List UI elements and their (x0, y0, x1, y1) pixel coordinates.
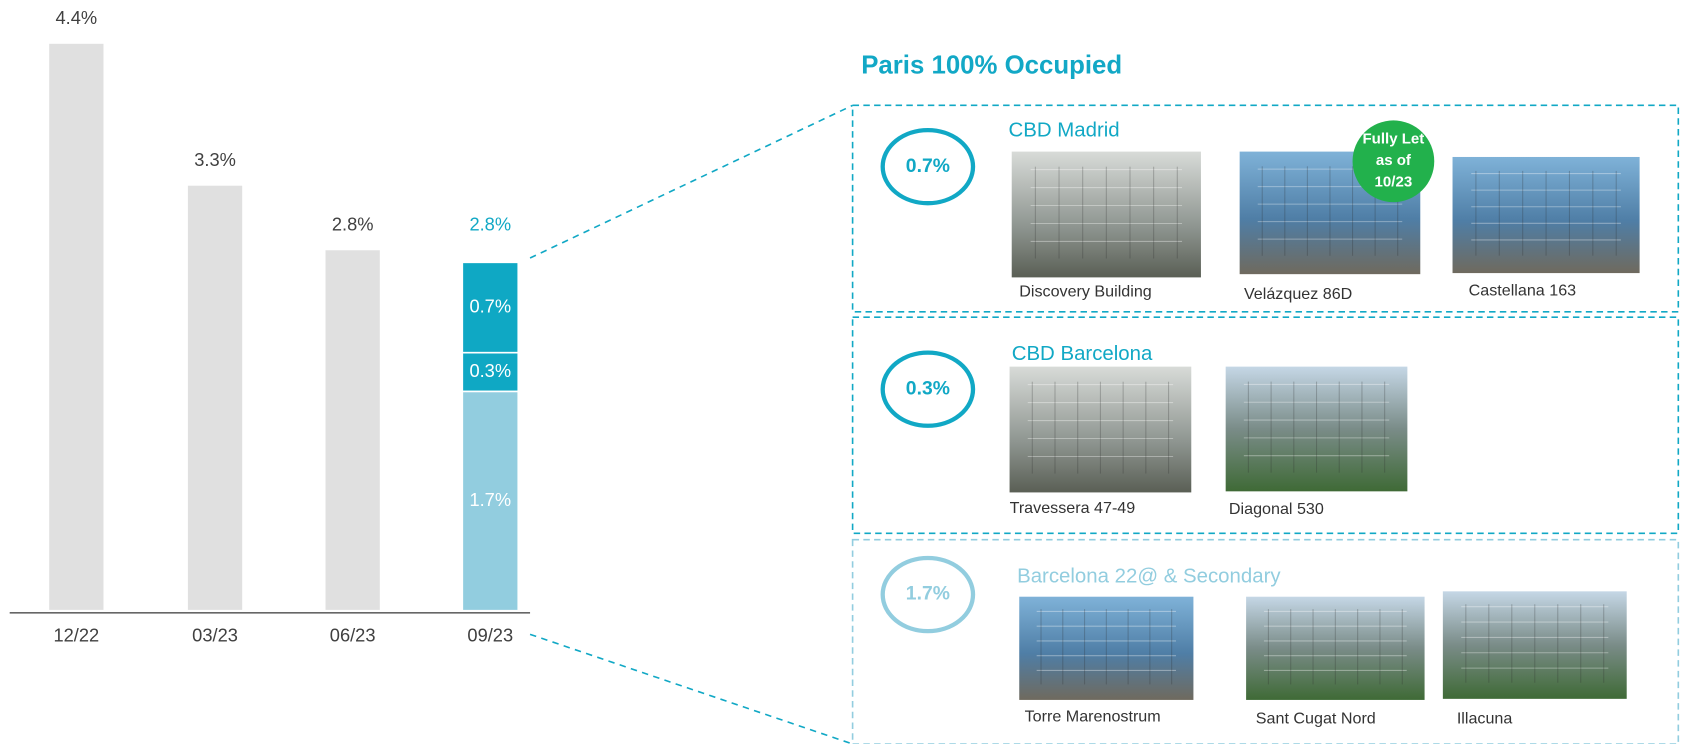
panel-share: 0.3% (906, 377, 950, 399)
data-label: 0.3% (469, 360, 511, 381)
building-name: Travessera 47-49 (1010, 499, 1136, 517)
bar (323, 248, 382, 612)
detail-title: Paris 100% Occupied (861, 51, 1122, 79)
panel-frame (851, 538, 1680, 744)
x-tick-label: 03/23 (192, 624, 238, 645)
building-photo (1225, 366, 1408, 492)
panel-share: 1.7% (906, 583, 950, 605)
building-name: Discovery Building (1019, 283, 1152, 301)
building-photo (1009, 366, 1192, 493)
bar (461, 351, 520, 393)
x-tick-label: 12/22 (53, 624, 99, 645)
stack-total-label: 2.8% (469, 214, 511, 235)
panel-share: 0.7% (906, 155, 950, 177)
building-name: Torre Marenostrum (1025, 707, 1161, 725)
share-circle (880, 555, 976, 634)
building-name: Castellana 163 (1469, 282, 1577, 300)
data-label: 1.7% (469, 489, 511, 510)
bar (47, 42, 106, 612)
data-label: 2.8% (332, 214, 374, 235)
x-tick-label: 06/23 (330, 624, 376, 645)
data-label: 3.3% (194, 149, 236, 170)
building-name: Illacuna (1457, 710, 1513, 728)
x-tick-label: 09/23 (467, 624, 513, 645)
share-circle (880, 350, 976, 428)
panel-frame (851, 316, 1680, 535)
building-photo (1452, 156, 1640, 274)
building-photo (1246, 596, 1425, 700)
badge-text: Fully Let (1362, 131, 1424, 148)
badge-text: as of (1376, 152, 1412, 169)
building-name: Sant Cugat Nord (1256, 710, 1376, 728)
panel-title: CBD Madrid (1008, 120, 1119, 142)
building-photo (1011, 151, 1201, 278)
panel-title: CBD Barcelona (1012, 343, 1153, 365)
building-name: Diagonal 530 (1229, 500, 1324, 518)
building-name: Velázquez 86D (1244, 285, 1352, 303)
connector (529, 633, 853, 744)
building-photo (1442, 591, 1627, 699)
connector (529, 104, 853, 259)
data-label: 0.7% (469, 295, 511, 316)
building-photo (1019, 596, 1194, 700)
badge-text: 10/23 (1375, 174, 1413, 191)
data-label: 4.4% (56, 7, 98, 28)
panel-title: Barcelona 22@ & Secondary (1017, 566, 1281, 588)
badge (1352, 120, 1435, 203)
bar (461, 261, 520, 354)
bar (461, 390, 520, 612)
bar (186, 184, 244, 612)
panel-frame (851, 104, 1680, 313)
share-circle (880, 127, 976, 206)
